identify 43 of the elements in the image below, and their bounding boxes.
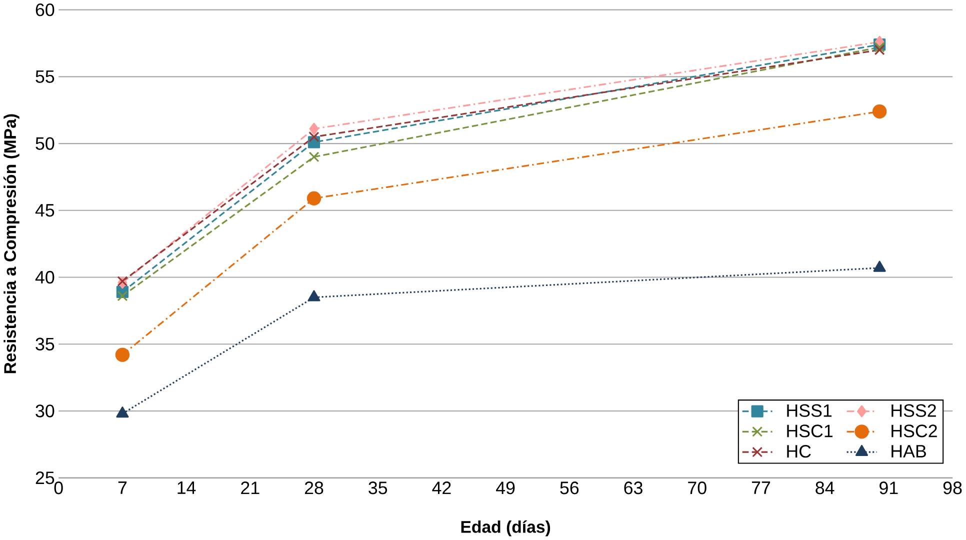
y-tick-label: 30 — [36, 404, 54, 418]
point — [115, 348, 130, 362]
x-axis-title: Edad (días) — [461, 520, 550, 536]
x-tick-label: 0 — [54, 482, 63, 494]
x-tick-label: 35 — [368, 482, 388, 494]
x-tick-label: 49 — [496, 482, 515, 494]
x-tick-label: 91 — [880, 482, 898, 494]
x-tick-label: 84 — [816, 482, 834, 494]
legend-label: HSC2 — [892, 424, 937, 438]
y-tick-label: 45 — [35, 204, 54, 217]
x-tick-label: 28 — [304, 482, 324, 494]
point — [306, 191, 322, 206]
y-tick-label: 55 — [36, 70, 54, 84]
point — [117, 290, 128, 302]
x-tick-label: 42 — [432, 482, 451, 494]
y-tick-label: 40 — [35, 271, 54, 284]
legend-label: HSS2 — [892, 404, 936, 418]
point — [872, 104, 887, 119]
point — [308, 152, 320, 162]
y-tick-label: 25 — [36, 472, 54, 484]
legend-label: HAB — [892, 445, 926, 458]
y-tick-label: 50 — [36, 137, 54, 150]
x-tick-label: 14 — [178, 482, 196, 494]
point — [308, 132, 320, 142]
point — [874, 42, 885, 53]
y-axis-title: Resistencia a Compresión (MPa) — [4, 114, 20, 374]
x-tick-label: 63 — [624, 482, 642, 494]
legend-label: HSC1 — [787, 424, 833, 438]
legend-label: HSS1 — [787, 404, 832, 418]
y-tick-label: 60 — [36, 4, 54, 16]
y-tick-label: 35 — [36, 338, 54, 351]
x-tick-label: 70 — [688, 482, 706, 494]
x-tick-label: 98 — [943, 482, 962, 494]
point — [874, 44, 885, 56]
point — [308, 290, 320, 302]
x-tick-label: 7 — [118, 482, 127, 494]
legend-label: HC — [787, 445, 811, 458]
point — [309, 122, 319, 136]
point — [116, 406, 129, 418]
x-tick-label: 56 — [560, 482, 579, 494]
x-tick-label: 21 — [241, 482, 260, 494]
point — [873, 260, 886, 272]
x-tick-label: 77 — [752, 482, 770, 494]
